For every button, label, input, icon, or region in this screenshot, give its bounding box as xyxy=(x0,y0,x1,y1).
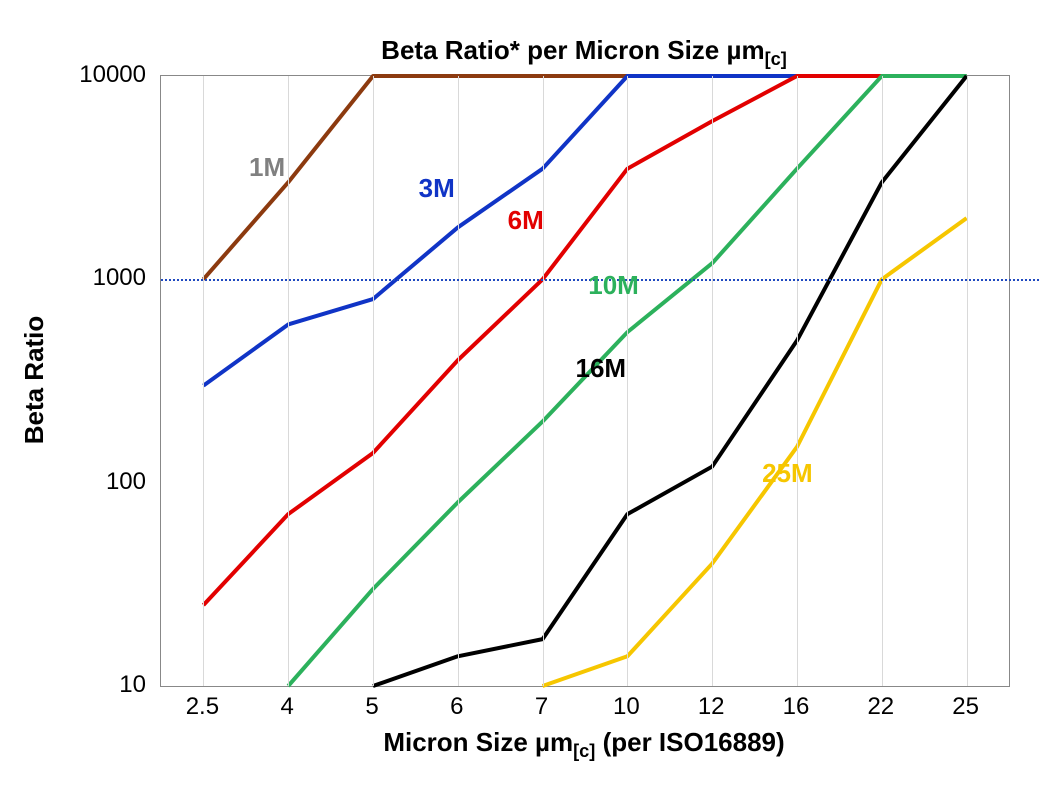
series-label-10M: 10M xyxy=(588,270,639,301)
x-tick-label: 6 xyxy=(450,693,463,721)
x-tick-label: 2.5 xyxy=(186,693,219,721)
series-line-16M xyxy=(373,76,967,686)
chart-title: Beta Ratio* per Micron Size µm[c] xyxy=(160,35,1008,70)
y-tick-label: 10 xyxy=(0,671,146,699)
series-label-25M: 25M xyxy=(762,458,813,489)
series-label-1M: 1M xyxy=(249,152,285,183)
gridline xyxy=(288,76,289,686)
x-tick-label: 12 xyxy=(698,693,725,721)
gridline xyxy=(203,76,204,686)
x-tick-label: 7 xyxy=(535,693,548,721)
gridline xyxy=(458,76,459,686)
gridline xyxy=(967,76,968,686)
y-tick-label: 1000 xyxy=(0,264,146,292)
x-tick-label: 4 xyxy=(281,693,294,721)
chart-container: Beta Ratio* per Micron Size µm[c] Beta R… xyxy=(0,0,1056,792)
x-tick-label: 5 xyxy=(365,693,378,721)
gridline xyxy=(543,76,544,686)
gridline xyxy=(712,76,713,686)
gridline xyxy=(373,76,374,686)
series-label-6M: 6M xyxy=(508,205,544,236)
x-tick-label: 25 xyxy=(952,693,979,721)
y-tick-label: 100 xyxy=(0,468,146,496)
gridline xyxy=(627,76,628,686)
x-axis-title: Micron Size µm[c] (per ISO16889) xyxy=(160,727,1008,762)
series-label-16M: 16M xyxy=(576,353,627,384)
series-label-3M: 3M xyxy=(419,173,455,204)
x-tick-label: 16 xyxy=(783,693,810,721)
y-axis-title: Beta Ratio xyxy=(19,316,50,445)
x-tick-label: 10 xyxy=(613,693,640,721)
gridline xyxy=(797,76,798,686)
y-tick-label: 10000 xyxy=(0,61,146,89)
x-tick-label: 22 xyxy=(867,693,894,721)
gridline xyxy=(882,76,883,686)
